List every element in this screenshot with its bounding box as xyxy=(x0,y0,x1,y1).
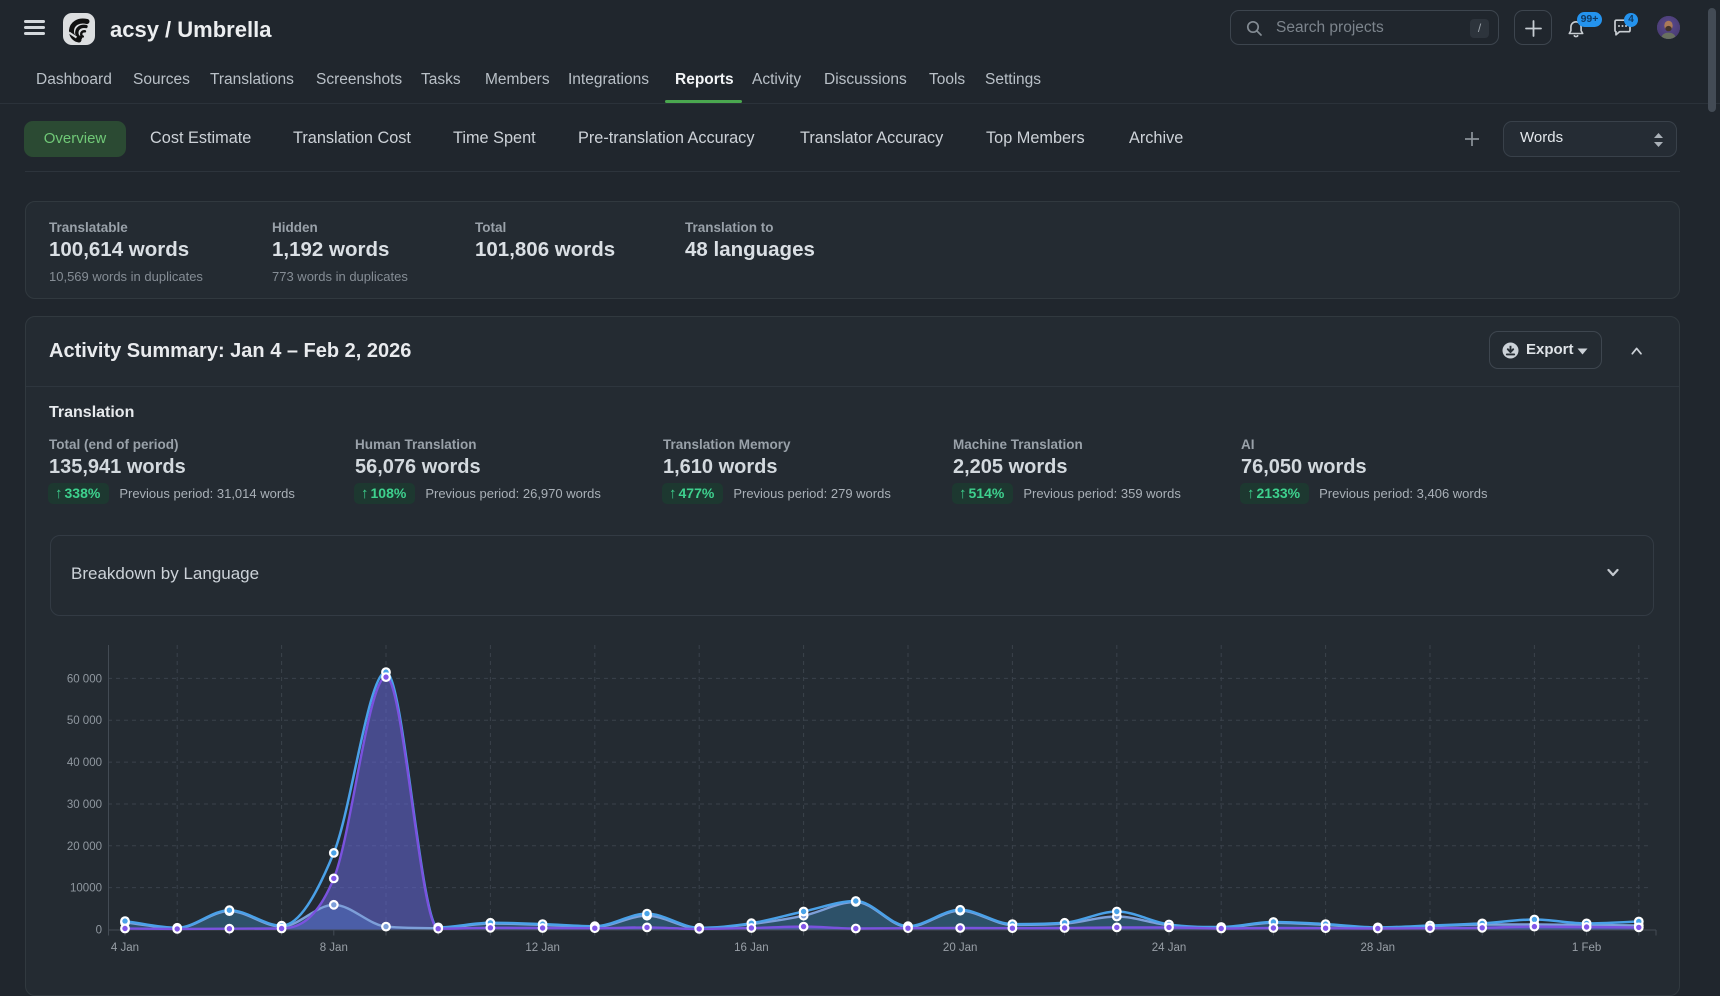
svg-text:50 000: 50 000 xyxy=(67,715,102,727)
svg-text:12 Jan: 12 Jan xyxy=(525,942,560,954)
svg-text:60 000: 60 000 xyxy=(67,673,102,685)
svg-text:28 Jan: 28 Jan xyxy=(1361,942,1396,954)
svg-text:16 Jan: 16 Jan xyxy=(734,942,769,954)
svg-text:0: 0 xyxy=(96,925,102,937)
svg-text:30 000: 30 000 xyxy=(67,799,102,811)
svg-text:8 Jan: 8 Jan xyxy=(320,942,348,954)
svg-text:24 Jan: 24 Jan xyxy=(1152,942,1187,954)
svg-text:20 Jan: 20 Jan xyxy=(943,942,978,954)
svg-text:4 Jan: 4 Jan xyxy=(111,942,139,954)
svg-text:1 Feb: 1 Feb xyxy=(1572,942,1601,954)
svg-text:20 000: 20 000 xyxy=(67,841,102,853)
svg-text:40 000: 40 000 xyxy=(67,757,102,769)
svg-text:10000: 10000 xyxy=(70,883,102,895)
